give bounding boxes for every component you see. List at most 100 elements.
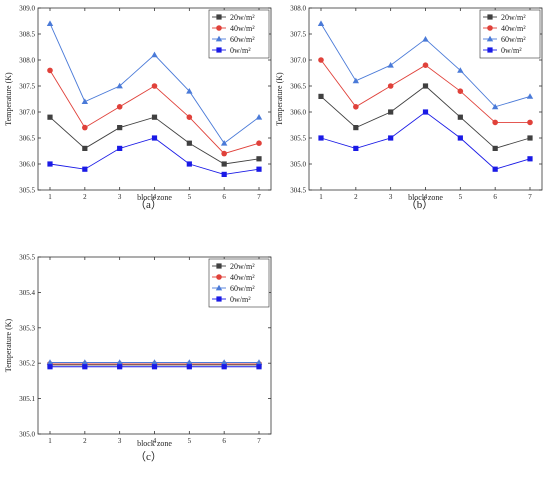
data-point	[82, 145, 88, 151]
x-tick-label: 2	[83, 437, 87, 445]
data-point	[116, 359, 123, 365]
data-point	[151, 364, 158, 370]
data-point	[186, 114, 193, 120]
legend-entry: 20w/m²	[212, 13, 255, 22]
legend-marker	[216, 47, 222, 53]
data-point	[422, 83, 429, 89]
legend-marker	[487, 14, 493, 20]
series-line	[320, 111, 531, 170]
data-point	[82, 364, 88, 370]
x-tick-label: 1	[48, 193, 52, 201]
legend-marker	[487, 47, 493, 53]
data-point	[457, 88, 464, 94]
data-point	[527, 119, 533, 126]
x-tick-label: 6	[222, 437, 226, 445]
x-tick-label: 7	[257, 437, 261, 445]
series-4	[318, 109, 533, 172]
y-tick-label: 307.0	[290, 57, 306, 65]
y-tick-label: 309.0	[19, 5, 35, 13]
legend-entry: 40w/m²	[483, 24, 526, 33]
legend-marker	[216, 274, 222, 280]
data-point	[317, 20, 325, 26]
legend-label: 20w/m²	[501, 13, 526, 22]
y-tick-label: 305.5	[19, 254, 35, 262]
data-point	[352, 77, 360, 84]
x-tick-label: 3	[118, 437, 122, 445]
x-tick-label: 3	[118, 193, 122, 201]
data-point	[46, 359, 54, 365]
data-point	[422, 109, 429, 115]
chart-panel-2: 304.5 305.0 305.5 306.0 306.5 307.0 307.5 308.0…	[275, 5, 543, 211]
x-tick-label: 4	[424, 193, 428, 201]
series-4	[47, 364, 262, 370]
series-4	[47, 135, 262, 177]
data-point	[47, 364, 53, 370]
legend-entry: 0w/m²	[483, 46, 522, 55]
x-axis-label: block zone	[137, 439, 172, 448]
x-tick-label: 4	[153, 437, 157, 445]
y-tick-label: 306.0	[290, 109, 306, 117]
x-tick-label: 1	[319, 193, 323, 201]
x-tick-label: 5	[188, 437, 192, 445]
data-point	[47, 161, 53, 167]
legend-marker	[215, 35, 223, 42]
series-line	[49, 137, 260, 175]
y-axis-label: Temperature (K)	[275, 72, 284, 126]
legend: 20w/m² 40w/m² 60w/m² 0w/m²	[208, 9, 270, 59]
x-tick-label: 5	[188, 193, 192, 201]
legend-label: 0w/m²	[230, 46, 251, 55]
data-point	[116, 82, 123, 89]
legend-label: 20w/m²	[230, 13, 255, 22]
x-tick-label: 6	[493, 193, 497, 201]
legend-label: 40w/m²	[230, 273, 255, 282]
y-tick-label: 306.0	[19, 161, 35, 169]
data-point	[256, 364, 262, 370]
y-axis-label: Temperature (K)	[4, 318, 13, 372]
data-point	[117, 364, 123, 370]
y-tick-label: 305.2	[19, 360, 35, 368]
data-point	[422, 36, 429, 42]
data-point	[353, 104, 359, 110]
data-point	[116, 104, 123, 110]
y-tick-label: 307.0	[19, 109, 35, 117]
data-point	[457, 67, 464, 73]
y-tick-label: 305.1	[19, 395, 35, 403]
legend-entry: 20w/m²	[483, 13, 526, 22]
legend-entry: 0w/m²	[212, 46, 251, 55]
y-tick-label: 304.5	[290, 187, 306, 195]
x-axis-label: block zone	[408, 193, 443, 202]
y-tick-label: 305.5	[19, 187, 35, 195]
y-tick-label: 306.5	[290, 83, 306, 91]
legend-label: 0w/m²	[501, 46, 522, 55]
data-point	[457, 114, 463, 120]
data-point	[151, 114, 158, 120]
y-tick-label: 308.5	[19, 31, 35, 39]
data-point	[353, 125, 359, 131]
x-tick-label: 7	[257, 193, 261, 201]
data-point	[186, 88, 193, 94]
data-point	[387, 62, 394, 68]
data-point	[221, 171, 227, 177]
data-point	[186, 359, 193, 365]
legend-marker	[487, 25, 493, 31]
series-1	[318, 83, 533, 151]
y-tick-label: 308.0	[19, 57, 35, 65]
data-point	[256, 140, 262, 146]
legend: 20w/m² 40w/m² 60w/m² 0w/m²	[208, 258, 270, 308]
data-point	[457, 135, 463, 141]
data-point	[255, 114, 263, 120]
y-tick-label: 305.5	[290, 135, 306, 143]
data-point	[318, 135, 324, 141]
y-tick-label: 305.4	[19, 289, 35, 297]
data-point	[117, 125, 123, 131]
legend-label: 40w/m²	[230, 24, 255, 33]
data-point	[256, 156, 262, 162]
series-2	[318, 57, 533, 126]
x-tick-label: 7	[528, 193, 532, 201]
legend-entry: 60w/m²	[212, 35, 255, 44]
data-point	[151, 51, 158, 58]
legend-label: 60w/m²	[230, 35, 255, 44]
data-point	[353, 145, 359, 151]
series-1	[47, 114, 262, 167]
